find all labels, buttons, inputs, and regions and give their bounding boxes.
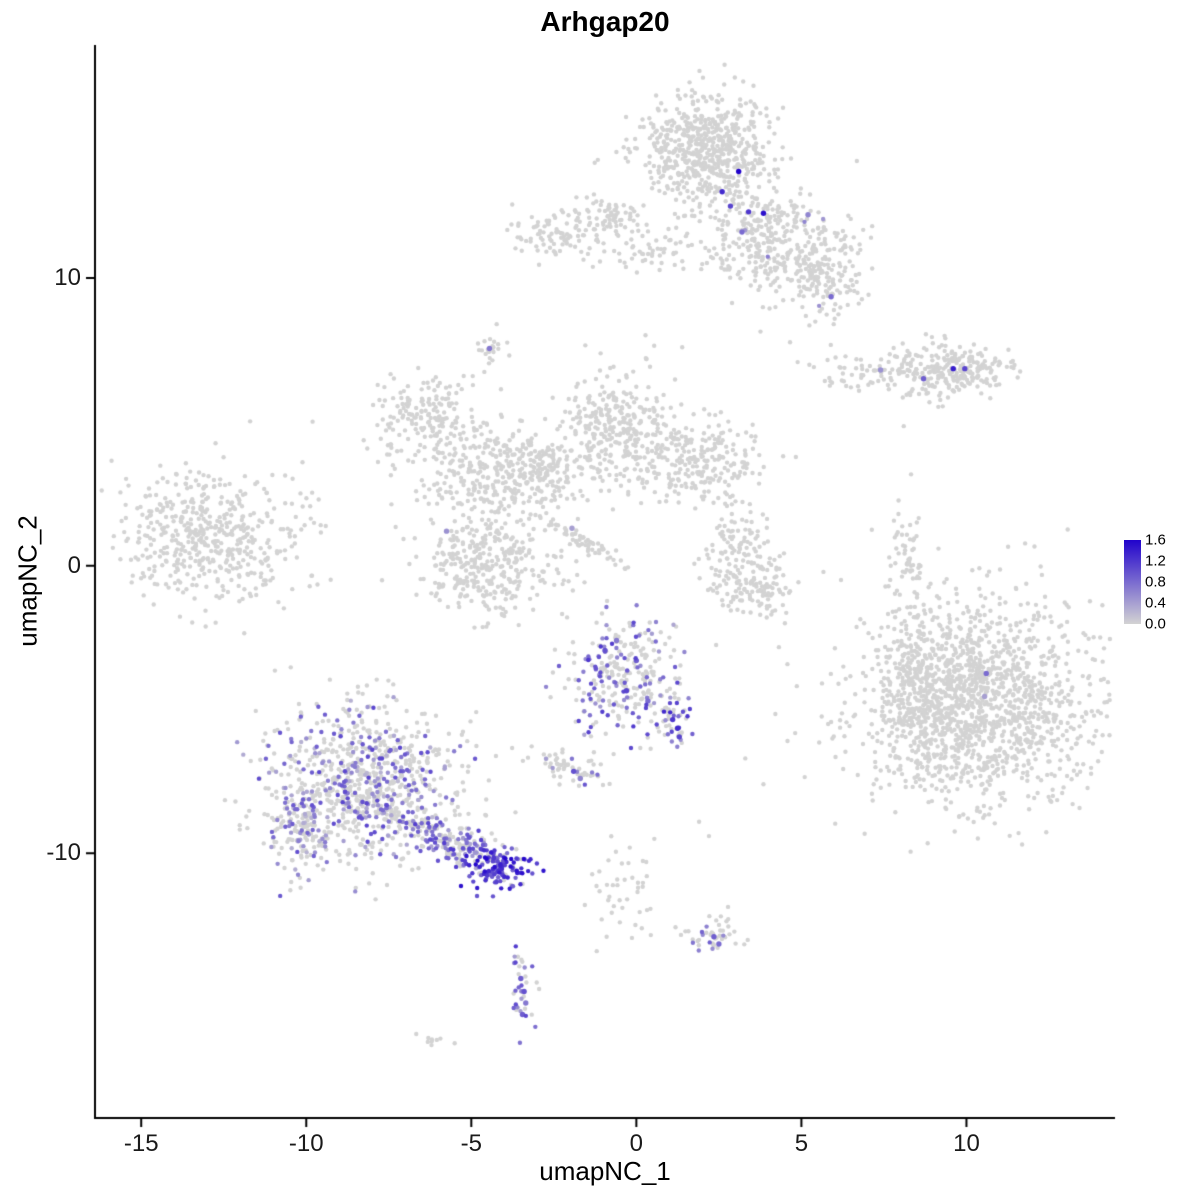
x-tick-label: 0 [629, 1130, 644, 1157]
x-tick-label: -5 [460, 1130, 482, 1157]
x-tick-label: -15 [123, 1130, 159, 1157]
x-axis-label: umapNC_1 [539, 1156, 671, 1186]
legend-gradient-bar [1124, 540, 1141, 624]
y-tick-label: -10 [46, 839, 81, 867]
legend-tick-label: 0.0 [1145, 615, 1166, 633]
x-tick-label: 5 [794, 1130, 809, 1157]
legend-tick-label: 0.8 [1145, 573, 1166, 591]
legend-tick-label: 1.2 [1145, 552, 1166, 570]
legend-tick-label: 1.6 [1145, 531, 1166, 549]
y-tick-label: 10 [54, 264, 81, 291]
plot-title: Arhgap20 [540, 6, 670, 37]
legend-tick-label: 0.4 [1145, 594, 1166, 612]
x-tick-label: 10 [953, 1130, 980, 1157]
y-tick-label: 0 [67, 551, 81, 579]
x-tick-label: -10 [288, 1130, 324, 1157]
color-legend: 1.6 1.2 0.8 0.4 0.0 [1124, 533, 1200, 640]
y-axis-label: umapNC_2 [12, 515, 43, 647]
